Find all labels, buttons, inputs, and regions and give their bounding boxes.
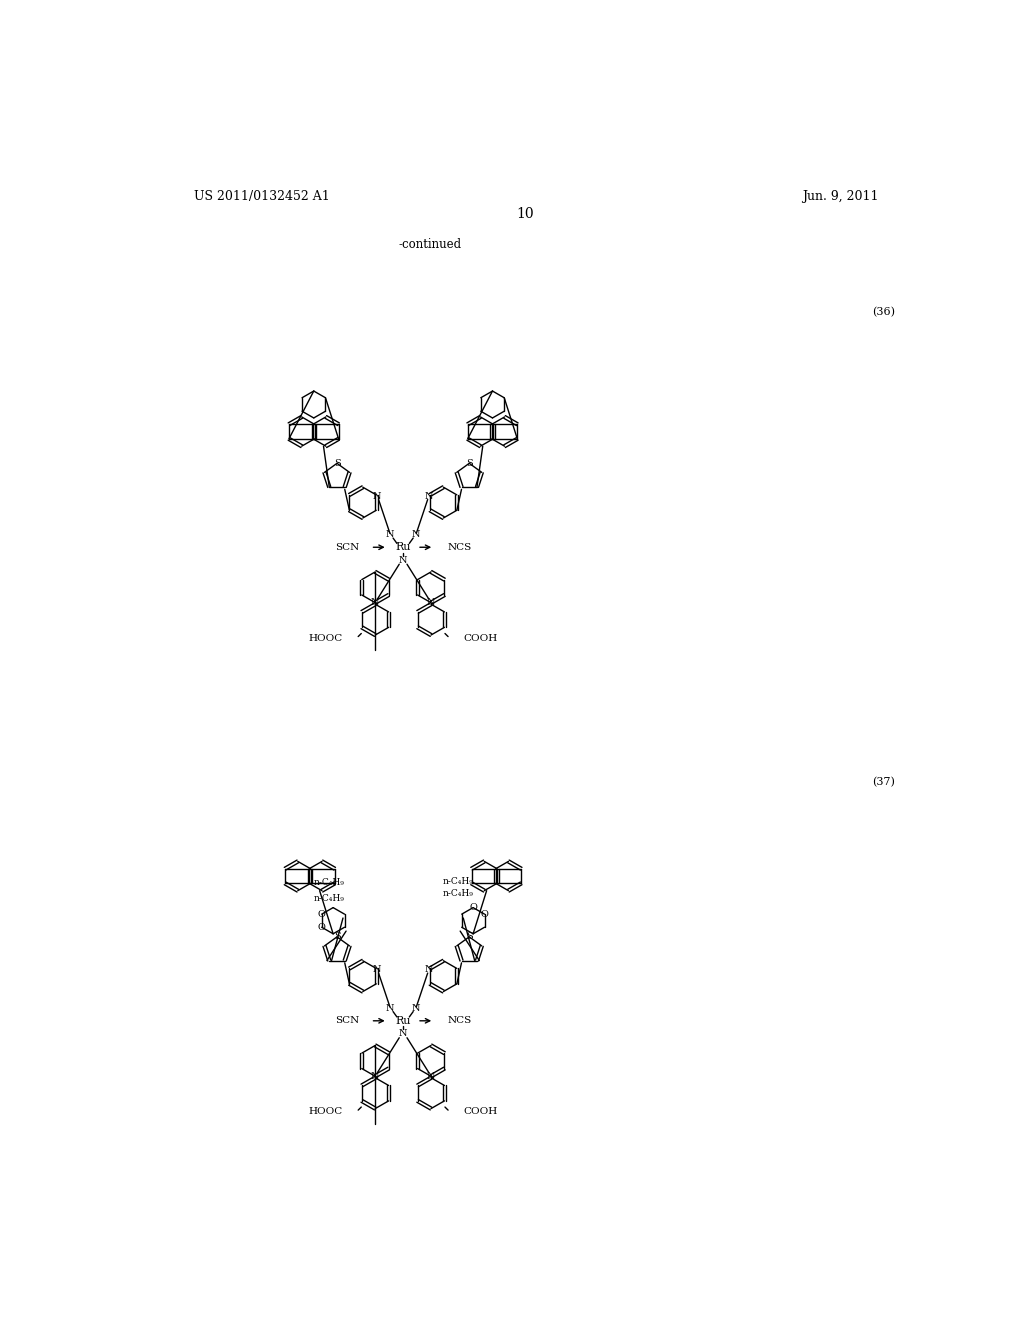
Text: O: O bbox=[469, 903, 477, 912]
Text: N: N bbox=[425, 965, 433, 974]
Text: N: N bbox=[371, 1072, 380, 1081]
Text: n-C₄H₉: n-C₄H₉ bbox=[313, 879, 345, 887]
Text: N: N bbox=[427, 598, 435, 607]
Text: N: N bbox=[412, 531, 421, 540]
Text: SCN: SCN bbox=[335, 1016, 359, 1026]
Text: Ru: Ru bbox=[395, 543, 411, 552]
Text: Jun. 9, 2011: Jun. 9, 2011 bbox=[802, 190, 879, 203]
Text: S: S bbox=[334, 932, 340, 941]
Text: N: N bbox=[427, 1072, 435, 1081]
Text: US 2011/0132452 A1: US 2011/0132452 A1 bbox=[194, 190, 330, 203]
Text: S: S bbox=[334, 459, 340, 467]
Text: N: N bbox=[373, 492, 381, 500]
Text: HOOC: HOOC bbox=[308, 1107, 343, 1117]
Text: S: S bbox=[466, 932, 473, 941]
Text: O: O bbox=[480, 909, 488, 919]
Text: (36): (36) bbox=[872, 308, 895, 318]
Text: N: N bbox=[386, 1005, 394, 1012]
Text: N: N bbox=[425, 492, 433, 500]
Text: NCS: NCS bbox=[447, 543, 471, 552]
Text: N: N bbox=[399, 1030, 408, 1039]
Text: (37): (37) bbox=[872, 777, 895, 787]
Text: S: S bbox=[466, 459, 473, 467]
Text: N: N bbox=[373, 965, 381, 974]
Text: -continued: -continued bbox=[398, 238, 462, 251]
Text: COOH: COOH bbox=[464, 1107, 498, 1117]
Text: SCN: SCN bbox=[335, 543, 359, 552]
Text: N: N bbox=[371, 598, 380, 607]
Text: NCS: NCS bbox=[447, 1016, 471, 1026]
Text: n-C₄H₉: n-C₄H₉ bbox=[442, 890, 473, 898]
Text: O: O bbox=[317, 909, 326, 919]
Text: 10: 10 bbox=[516, 207, 534, 220]
Text: n-C₄H₉: n-C₄H₉ bbox=[442, 876, 473, 886]
Text: HOOC: HOOC bbox=[308, 634, 343, 643]
Text: N: N bbox=[399, 556, 408, 565]
Text: COOH: COOH bbox=[464, 634, 498, 643]
Text: O: O bbox=[317, 923, 326, 932]
Text: n-C₄H₉: n-C₄H₉ bbox=[313, 894, 345, 903]
Text: N: N bbox=[386, 531, 394, 540]
Text: Ru: Ru bbox=[395, 1016, 411, 1026]
Text: N: N bbox=[412, 1005, 421, 1012]
